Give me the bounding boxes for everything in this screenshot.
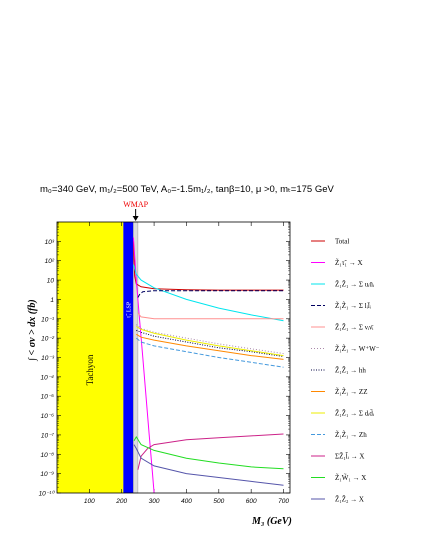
- lsp-region: [123, 222, 134, 493]
- x-tick-label: 700: [278, 498, 289, 505]
- series-line-11: [133, 435, 284, 470]
- wmap-label: WMAP: [123, 200, 148, 209]
- series-line-2: [132, 264, 284, 322]
- x-tick-label: 100: [84, 498, 95, 505]
- y-tick-label: 10⁻⁶: [41, 413, 55, 420]
- y-tick-label: 10⁻³: [41, 355, 55, 362]
- series-line-6: [136, 329, 284, 357]
- x-tick-label: 200: [115, 498, 127, 505]
- legend-label-2: Z̃₁Z̃₁ → Σ uᵢūᵢ: [335, 280, 375, 288]
- series-line-5: [135, 324, 284, 355]
- y-tick-label: 10⁻¹⁰: [39, 491, 56, 498]
- x-tick-label: 500: [213, 498, 224, 505]
- x-tick-label: 300: [149, 498, 160, 505]
- y-tick-label: 10³: [45, 239, 55, 246]
- series-line-0: [132, 241, 284, 291]
- series-line-9: [135, 337, 284, 368]
- y-tick-label: 10⁻²: [41, 336, 55, 343]
- y-tick-label: 10²: [45, 258, 55, 265]
- legend-label-1: Z̃₁τ̃₁ → X: [335, 259, 363, 267]
- series-line-8: [136, 326, 284, 357]
- legend-label-11: Z̃₁W̃₁ → X: [335, 474, 366, 482]
- y-tick-label: 1: [50, 297, 54, 304]
- y-tick-label: 10⁻⁹: [40, 471, 54, 478]
- legend: Total Z̃₁τ̃₁ → X Z̃₁Z̃₁ → Σ uᵢūᵢ Z̃₁Z̃₁ → Σ…: [311, 238, 380, 504]
- tachyon-label: Tachyon: [85, 354, 95, 385]
- legend-label-9: Z̃₁Z̃₁ → Zh: [335, 431, 367, 439]
- plot-frame: [56, 221, 291, 494]
- legend-label-12: Z̃₁Z̃₂ → X: [335, 495, 364, 503]
- series-group: [132, 237, 284, 493]
- y-tick-label: 10⁻⁴: [41, 374, 55, 381]
- series-line-3: [137, 290, 284, 298]
- wmap-arrow-head: [132, 216, 139, 221]
- y-tick-label: 10⁻⁸: [41, 452, 55, 459]
- y-tick-label: 10⁻⁵: [41, 394, 55, 401]
- plot-area: Tachyon τ̃₁ LSP WMAP 100 200 300 400 500 600 700 1…: [39, 200, 291, 505]
- series-line-10: [137, 433, 284, 470]
- series-line-4: [137, 312, 284, 320]
- legend-label-7: Z̃₁Z̃₁ → ZZ: [335, 388, 367, 396]
- x-tick-label: 400: [181, 498, 192, 505]
- y-tick-label: 10: [47, 278, 55, 285]
- x-axis-label: M₃ (GeV): [251, 516, 292, 527]
- legend-label-4: Z̃₁Z̃₁ → Σ νᵢν̄ᵢ: [335, 323, 374, 331]
- y-axis-label: ∫ < σv > dx (fb): [27, 299, 38, 361]
- tachyon-region: [57, 222, 124, 493]
- y-tick-label: 10⁻⁷: [41, 432, 55, 439]
- legend-label-6: Z̃₁Z̃₁ → hh: [335, 366, 366, 374]
- chart-title: m₀=340 GeV, m₁/₂=500 TeV, A₀=-1.5m₁/₂, t…: [40, 184, 335, 195]
- legend-label-3: Z̃₁Z̃₁ → Σ lᵢl̄ᵢ: [335, 302, 372, 310]
- lsp-label: τ̃₁ LSP: [125, 301, 132, 318]
- legend-label-5: Z̃₁Z̃₁ → W⁺W⁻: [335, 345, 380, 353]
- series-line-12: [133, 444, 284, 486]
- series-line-7: [136, 333, 284, 360]
- x-tick-label: 600: [246, 498, 257, 505]
- legend-label-10: ΣZ̃₁l̃ᵢ → X: [335, 452, 364, 461]
- legend-label-8: Z̃₁Z̃₁ → Σ dᵢd̄ᵢ: [335, 409, 375, 417]
- legend-label-0: Total: [335, 238, 349, 246]
- y-tick-label: 10⁻¹: [41, 316, 55, 323]
- series-line-1: [132, 237, 155, 493]
